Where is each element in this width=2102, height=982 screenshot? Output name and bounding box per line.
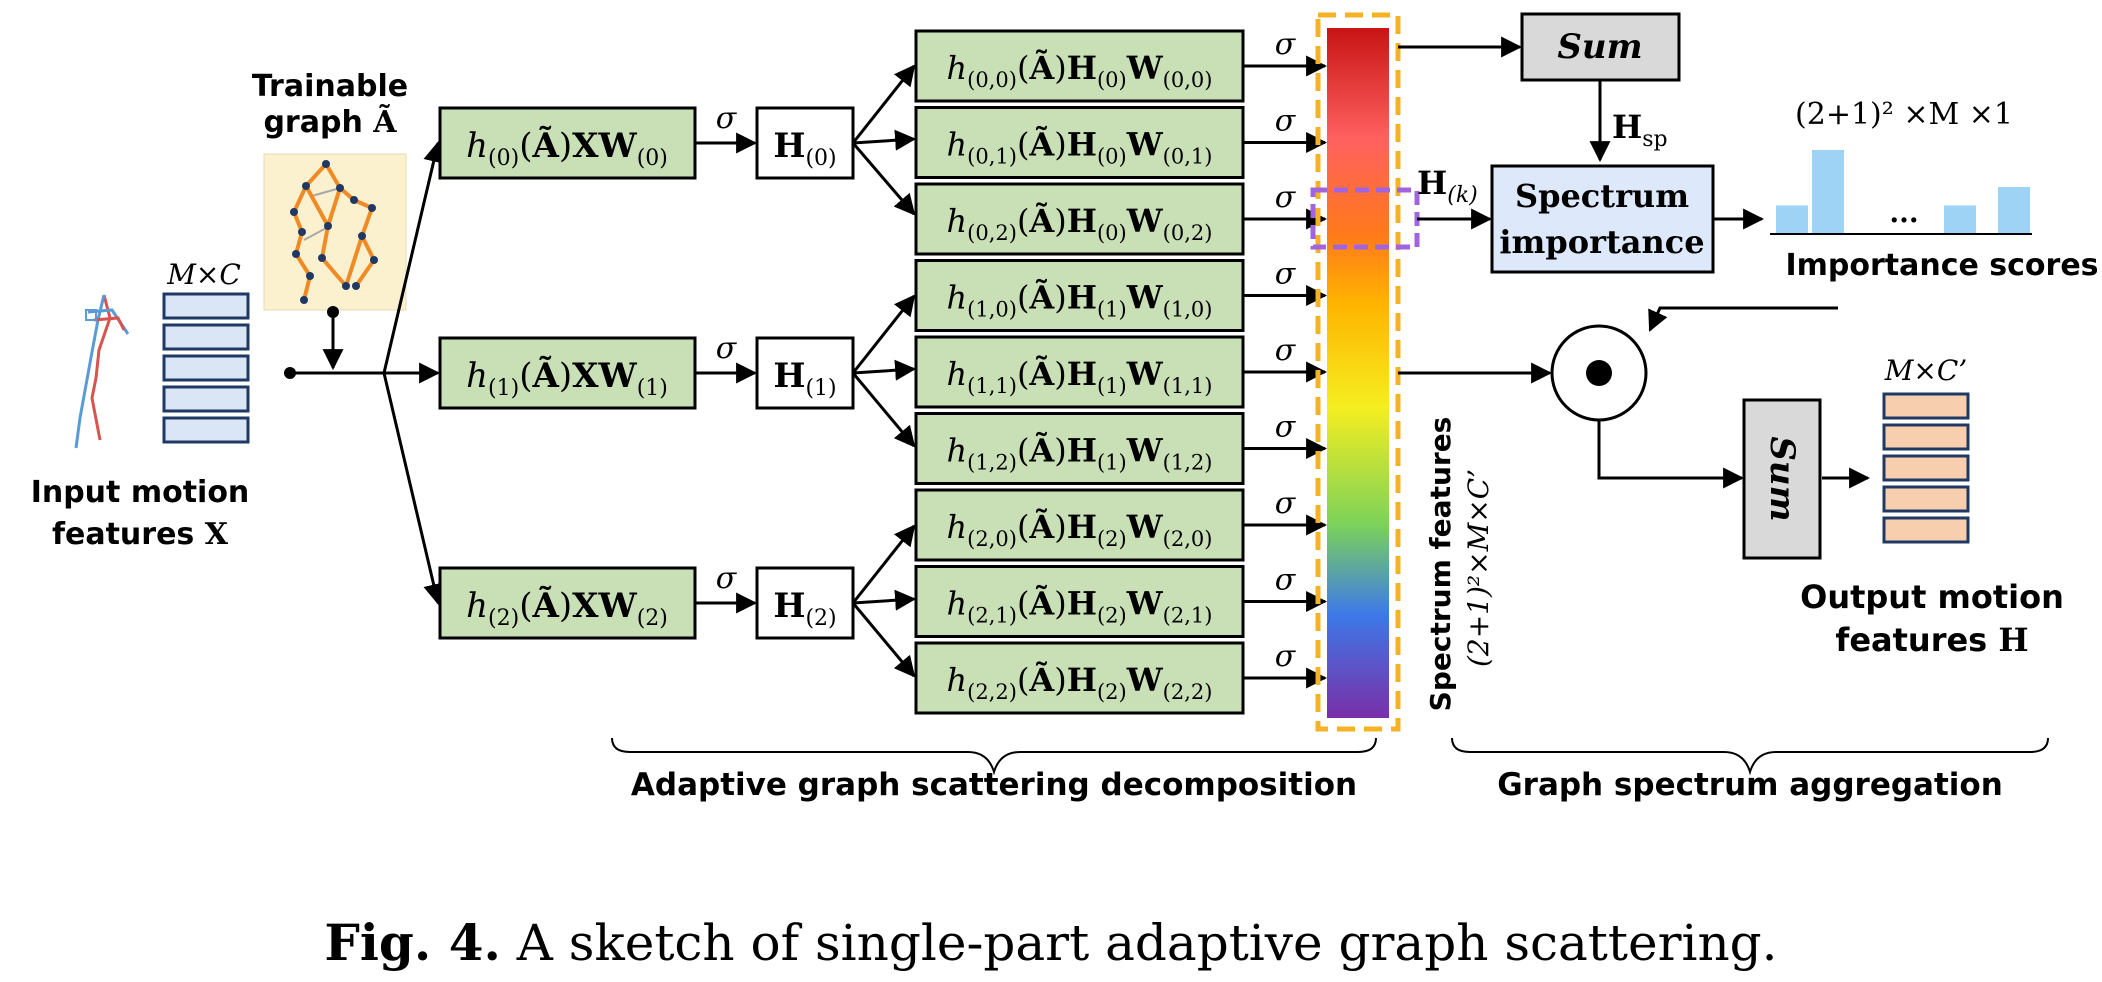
svg-text:h(2,1)(Ã)H(2)W(2,1): h(2,1)(Ã)H(2)W(2,1) <box>947 585 1213 628</box>
svg-text:h(1,2)(Ã)H(1)W(1,2): h(1,2)(Ã)H(1)W(1,2) <box>947 432 1213 475</box>
h-node-2: H(2) <box>755 566 855 640</box>
h-node-0: H(0) <box>755 106 855 180</box>
svg-text:σ: σ <box>1275 410 1297 445</box>
input-title-line2: features X <box>52 517 229 552</box>
importance-bar <box>1776 205 1808 234</box>
svg-text:h(0,0)(Ã)H(0)W(0,0): h(0,0)(Ã)H(0)W(0,0) <box>947 49 1213 92</box>
input-title-line1: Input motion <box>31 475 250 510</box>
first-layer-block-2: h(2)(Ã)XW(2) <box>438 566 697 640</box>
elementwise-product-node <box>1550 324 1648 422</box>
second-layer-block-3: h(1,0)(Ã)H(1)W(1,0) σ <box>914 257 1328 332</box>
aggregation-arrows <box>1398 36 1871 489</box>
svg-text:σ: σ <box>1275 563 1297 598</box>
importance-scores-bars <box>1770 150 2032 235</box>
spectrum-dims-label: (2+1)²×M×C’ <box>1462 469 1495 667</box>
graph-title-line2: graph Ã <box>263 104 397 140</box>
svg-text:H(2): H(2) <box>773 586 836 631</box>
second-layer-block-8: h(2,2)(Ã)H(2)W(2,2) σ <box>914 639 1328 715</box>
fanout-arrows <box>851 64 917 678</box>
graph-title-line1: Trainable <box>252 69 408 104</box>
svg-text:Sum: Sum <box>1762 436 1802 521</box>
aggregation-brace <box>1451 737 2049 776</box>
second-layer-block-6: h(2,0)(Ã)H(2)W(2,0) σ <box>914 486 1328 562</box>
second-layer-block-1: h(0,1)(Ã)H(0)W(0,1) σ <box>914 104 1328 179</box>
second-layer-block-4: h(1,1)(Ã)H(1)W(1,1) σ <box>914 333 1328 409</box>
aggregation-label: Graph spectrum aggregation <box>1497 767 2003 803</box>
sigma-arrows-first: σ σ σ <box>695 101 758 614</box>
scores-dims-label: (2+1)² ×M ×1 <box>1795 97 2013 132</box>
figure-caption: Fig. 4. A sketch of single-part adaptive… <box>324 913 1777 972</box>
second-layer-block-5: h(1,2)(Ã)H(1)W(1,2) σ <box>914 410 1328 485</box>
svg-text:σ: σ <box>1275 180 1297 215</box>
svg-text:σ: σ <box>716 331 738 366</box>
svg-text:σ: σ <box>1275 104 1297 139</box>
h-node-1: H(1) <box>755 336 855 410</box>
output-title-line2: features H <box>1835 621 2028 659</box>
skeleton-icon <box>74 294 130 449</box>
graph-thumbnail-icon <box>263 153 407 311</box>
ellipsis-label: ... <box>1889 196 1918 229</box>
decomposition-label: Adaptive graph scattering decomposition <box>631 767 1357 803</box>
svg-text:Spectrum: Spectrum <box>1515 177 1689 215</box>
hsp-label: Hsp <box>1612 108 1668 152</box>
svg-text:h(0,1)(Ã)H(0)W(0,1): h(0,1)(Ã)H(0)W(0,1) <box>947 126 1213 169</box>
sum-block-right: Sum <box>1742 398 1822 560</box>
first-layer-block-1: h(1)(Ã)XW(1) <box>438 336 697 410</box>
svg-text:H(0): H(0) <box>773 126 836 171</box>
spectrum-importance-block: Spectrum importance <box>1490 164 1715 274</box>
importance-bar <box>1944 205 1976 234</box>
spectrum-features-bar <box>1327 28 1389 718</box>
svg-text:importance: importance <box>1499 223 1704 261</box>
svg-text:h(1,0)(Ã)H(1)W(1,0): h(1,0)(Ã)H(1)W(1,0) <box>947 279 1213 322</box>
svg-text:h(2,2)(Ã)H(2)W(2,2): h(2,2)(Ã)H(2)W(2,2) <box>947 661 1213 704</box>
sum-block-top: Sum <box>1520 12 1681 82</box>
svg-text:σ: σ <box>1275 333 1297 368</box>
decomposition-brace <box>611 737 1377 776</box>
svg-text:σ: σ <box>716 561 738 596</box>
svg-text:σ: σ <box>1275 257 1297 292</box>
svg-text:h(1)(Ã)XW(1): h(1)(Ã)XW(1) <box>466 356 668 401</box>
importance-scores-label: Importance scores <box>1785 248 2098 283</box>
hk-label: H(k) <box>1417 164 1478 208</box>
output-title-line1: Output motion <box>1800 578 2064 616</box>
second-layer-blocks: h(0,0)(Ã)H(0)W(0,0) σ h(0,1)(Ã)H(0)W(0,1) σ… <box>914 27 1328 715</box>
importance-bar <box>1998 186 2030 234</box>
input-feature-stack <box>162 292 250 444</box>
input-dims-label: M×C <box>166 258 241 291</box>
svg-text:h(2,0)(Ã)H(2)W(2,0): h(2,0)(Ã)H(2)W(2,0) <box>947 508 1213 551</box>
svg-text:σ: σ <box>716 101 738 136</box>
spectrum-features-label: Spectrum features <box>1424 417 1457 712</box>
output-dims-label: M×C’ <box>1884 354 1967 387</box>
svg-text:h(2)(Ã)XW(2): h(2)(Ã)XW(2) <box>466 586 668 631</box>
svg-text:h(0)(Ã)XW(0): h(0)(Ã)XW(0) <box>466 126 668 171</box>
second-layer-block-2: h(0,2)(Ã)H(0)W(0,2) σ <box>914 180 1328 256</box>
svg-text:σ: σ <box>1275 27 1297 62</box>
svg-text:h(0,2)(Ã)H(0)W(0,2): h(0,2)(Ã)H(0)W(0,2) <box>947 202 1213 245</box>
svg-text:H(1): H(1) <box>773 356 836 401</box>
first-layer-block-0: h(0)(Ã)XW(0) <box>438 106 697 180</box>
input-connector <box>284 140 444 606</box>
svg-text:h(1,1)(Ã)H(1)W(1,1): h(1,1)(Ã)H(1)W(1,1) <box>947 355 1213 398</box>
importance-bar <box>1812 150 1844 234</box>
svg-text:σ: σ <box>1275 486 1297 521</box>
svg-text:σ: σ <box>1275 639 1297 674</box>
second-layer-block-0: h(0,0)(Ã)H(0)W(0,0) σ <box>914 27 1328 103</box>
output-feature-stack <box>1882 392 1970 544</box>
svg-text:Sum: Sum <box>1557 27 1642 67</box>
second-layer-block-7: h(2,1)(Ã)H(2)W(2,1) σ <box>914 563 1328 638</box>
